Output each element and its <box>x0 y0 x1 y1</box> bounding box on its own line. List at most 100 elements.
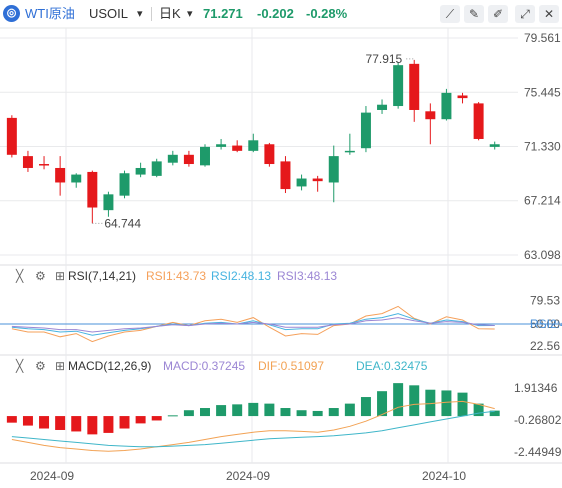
indicator-switch-icon[interactable]: ⊞ <box>55 269 66 283</box>
candle-body <box>151 161 162 176</box>
rsi-legend: ╳ ⚙ ⊞ RSI(7,14,21) RSI1:43.73 RSI2:48.13… <box>0 267 562 285</box>
candle-body <box>296 178 307 187</box>
macd-tick-label: -0.26802 <box>514 413 562 427</box>
price-tick-label: 67.214 <box>524 194 561 208</box>
macd-histogram-bar <box>296 410 307 417</box>
macd-tick-label: -2.44949 <box>514 445 562 459</box>
candle-body <box>135 167 146 175</box>
candle-body <box>216 144 227 147</box>
candle-body <box>71 174 82 183</box>
macd-histogram-bar <box>6 416 17 423</box>
macd-histogram-bar <box>441 390 452 417</box>
macd-histogram-bar <box>457 392 468 417</box>
price-tick-label: 71.330 <box>524 139 561 153</box>
candle-body <box>425 111 436 120</box>
rsi-series-line-3 <box>11 317 495 333</box>
macd-histogram-bar <box>39 416 50 429</box>
macd-histogram-bar <box>167 415 178 417</box>
rsi-current-label: RSI2:48.13 <box>530 317 562 331</box>
macd-histogram-bar <box>280 408 291 417</box>
candle-body <box>344 150 355 153</box>
interval-selector[interactable]: 日K <box>159 6 181 21</box>
macd-histogram-bar <box>135 416 146 424</box>
candle-body <box>264 144 275 165</box>
settings-icon[interactable]: ⚙ <box>35 359 46 373</box>
date-tick-label: 2024-09 <box>30 469 74 483</box>
rsi1-value: RSI1:43.73 <box>146 269 207 283</box>
macd-histogram-bar <box>103 416 114 433</box>
rsi-label: RSI(7,14,21) <box>68 269 137 283</box>
dif-value: DIF:0.51097 <box>258 359 325 373</box>
price-change-pct: -0.28% <box>306 6 348 21</box>
candle-body <box>473 103 484 139</box>
expand-icon[interactable]: ⤢ <box>515 5 535 23</box>
candle-body <box>360 112 371 149</box>
candle-body <box>377 104 388 110</box>
candle-body <box>489 144 500 147</box>
indicator-switch-icon[interactable]: ⊞ <box>55 359 66 373</box>
price-tick-label: 63.098 <box>524 248 561 262</box>
price-axis: 79.561 75.445 71.330 67.214 63.098 <box>524 31 561 262</box>
candle-body <box>22 156 33 168</box>
brush-icon[interactable]: ✐ <box>488 5 508 23</box>
macd-histogram-bar <box>200 408 210 417</box>
settings-icon[interactable]: ⚙ <box>35 269 46 283</box>
macd-histogram-bar <box>87 416 98 435</box>
candle-body <box>328 156 339 183</box>
macd-histogram-bar <box>312 410 323 417</box>
candle-body <box>119 173 130 196</box>
candle-body <box>6 117 17 155</box>
rsi-series-line-2 <box>11 313 495 336</box>
collapse-icon[interactable]: ╳ <box>16 269 24 283</box>
last-price: 71.271 <box>203 6 243 21</box>
chart-logo-icon: ◎ <box>3 5 20 22</box>
candle-body <box>200 146 210 166</box>
macd-histogram-bar <box>473 403 484 417</box>
candle-body <box>55 167 66 183</box>
macd-tick-label: 1.91346 <box>514 381 558 395</box>
macd-histogram-bar <box>183 410 194 417</box>
macd-histogram-bar <box>344 403 355 417</box>
macd-histogram-bar <box>425 389 436 417</box>
macd-histogram-bar <box>393 383 404 417</box>
macd-value: MACD:0.37245 <box>163 359 246 373</box>
candle-body <box>103 194 114 211</box>
candle-body <box>167 154 178 163</box>
candle-body <box>312 178 323 182</box>
macd-histogram-bar <box>55 416 66 430</box>
candle-body <box>393 65 404 107</box>
macd-panel: 1.91346 -0.26802 -2.44949 <box>6 381 562 459</box>
macd-histogram-bar <box>328 408 339 417</box>
instrument-name[interactable]: WTI原油 <box>25 6 75 21</box>
close-icon[interactable]: ✕ <box>539 5 559 23</box>
pencil-icon[interactable]: ✎ <box>464 5 484 23</box>
interval-dropdown-icon[interactable]: ▾ <box>187 8 193 20</box>
macd-dif-line <box>11 400 495 452</box>
price-tick-label: 75.445 <box>524 85 561 99</box>
dea-value: DEA:0.32475 <box>356 359 428 373</box>
macd-histogram-bar <box>22 416 33 426</box>
rsi3-value: RSI3:48.13 <box>277 269 338 283</box>
dropdown-icon[interactable]: ▾ <box>137 8 143 20</box>
low-annotation: 64.744 <box>104 216 141 230</box>
rsi-tick-label: 22.56 <box>530 339 560 353</box>
candle-body <box>87 171 98 208</box>
macd-histogram-bar <box>264 403 275 417</box>
macd-histogram-bar <box>377 391 388 417</box>
divider <box>151 7 152 21</box>
rsi-tick-label: 79.53 <box>530 293 560 307</box>
candle-body <box>39 164 50 166</box>
grid-lines <box>0 27 562 464</box>
collapse-icon[interactable]: ╳ <box>16 359 24 373</box>
candle-body <box>183 154 194 165</box>
date-tick-label: 2024-09 <box>226 469 270 483</box>
macd-histogram-bar <box>248 402 259 417</box>
line-draw-icon[interactable]: ⟋ <box>440 5 460 23</box>
candlestick-series <box>6 59 500 224</box>
macd-legend: ╳ ⚙ ⊞ MACD(12,26,9) MACD:0.37245 DIF:0.5… <box>0 357 562 375</box>
candle-body <box>441 92 452 120</box>
macd-histogram-bar <box>360 397 371 417</box>
candle-body <box>280 161 291 190</box>
date-axis: 2024-09 2024-09 2024-10 <box>30 469 466 483</box>
